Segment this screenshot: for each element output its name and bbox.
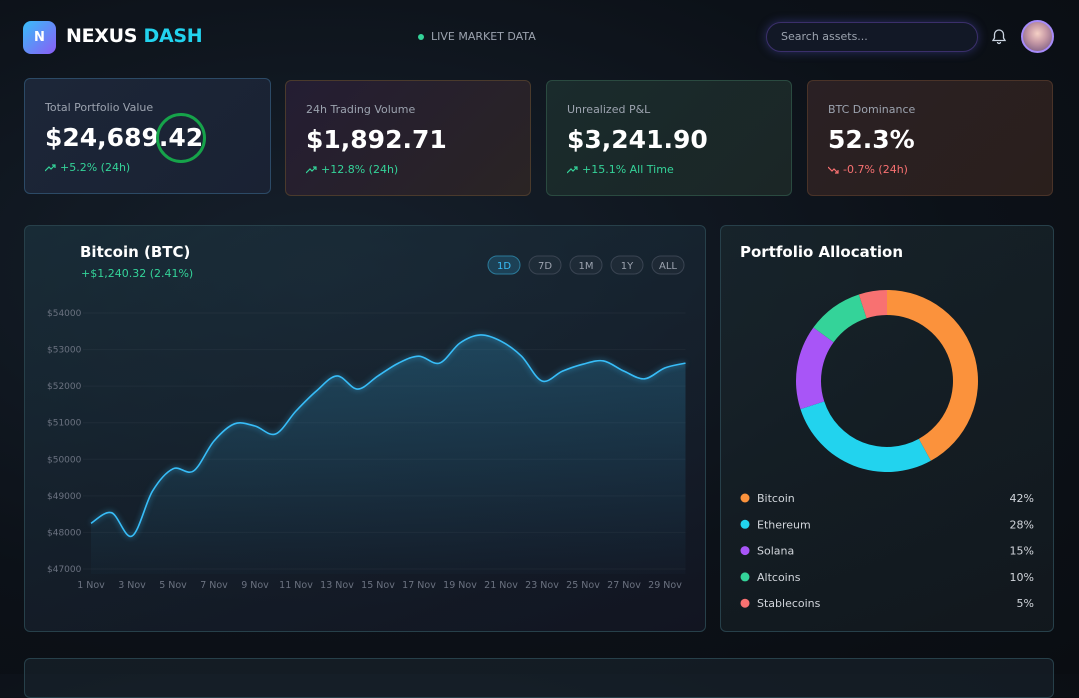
x-tick-label: 1 Nov [77,580,105,591]
allocation-panel: Portfolio Allocation Bitcoin 42% Ethereum 2… [720,225,1054,632]
legend-label: Solana [757,545,794,558]
x-tick-label: 19 Nov [443,580,477,591]
stat-card: BTC Dominance 52.3% -0.7% (24h) [807,80,1053,196]
donut-segment [858,290,887,319]
y-tick-label: $53000 [47,346,82,356]
trend-icon [45,163,56,171]
legend-label: Stablecoins [757,597,821,610]
x-tick-label: 23 Nov [525,580,559,591]
donut-segment [887,290,978,461]
x-tick-label: 25 Nov [566,580,600,591]
legend-dot [740,519,750,529]
stat-label: Unrealized P&L [567,103,651,116]
stat-card: Total Portfolio Value $24,689.42 +5.2% (… [24,78,271,194]
stat-change-text: +12.8% (24h) [321,163,399,176]
brand-accent: DASH [143,25,203,47]
legend-label: Bitcoin [757,492,795,505]
stat-value: 52.3% [828,125,915,154]
legend-label: Altcoins [757,571,801,584]
x-tick-label: 29 Nov [648,580,682,591]
legend-dot [740,572,750,582]
legend-value: 42% [1010,492,1034,505]
btc-chart: Bitcoin (BTC) +$1,240.32 (2.41%) 1D 7D 1M 1… [47,243,686,591]
trend-icon [828,166,839,174]
range-button[interactable] [610,255,644,275]
notification-bell[interactable] [991,28,1007,45]
legend-value: 5% [1017,597,1034,610]
legend-value: 28% [1010,518,1034,531]
legend-value: 10% [1010,571,1034,584]
brand-name: NEXUS [66,25,138,47]
avatar[interactable] [1021,20,1054,53]
logo: N [23,21,56,54]
range-button-label: 1D [497,261,511,272]
y-tick-label: $49000 [47,492,82,502]
legend-dot [740,598,750,608]
x-tick-label: 9 Nov [241,580,269,591]
donut-segment [813,294,867,343]
x-tick-label: 17 Nov [402,580,436,591]
range-button[interactable] [487,255,521,275]
x-tick-label: 15 Nov [361,580,395,591]
legend-value: 15% [1010,545,1034,558]
x-tick-label: 7 Nov [200,580,228,591]
status: LIVE MARKET DATA [418,30,536,43]
price-line [90,334,686,538]
stat-change: -0.7% (24h) [828,163,908,176]
search-input[interactable]: Search assets... [766,22,978,52]
range-button-label: 1M [579,261,594,272]
trend-icon [567,165,578,173]
donut-segment [796,327,834,410]
stat-value: $3,241.90 [567,125,708,154]
range-button[interactable] [569,255,603,275]
stat-change: +5.2% (24h) [45,161,130,174]
legend-dot [740,493,750,503]
stat-change-text: -0.7% (24h) [843,163,908,176]
y-tick-label: $47000 [47,565,82,575]
x-tick-label: 13 Nov [320,580,354,591]
x-tick-label: 21 Nov [484,580,518,591]
stat-change: +12.8% (24h) [306,163,398,176]
allocation-chart: Portfolio Allocation Bitcoin 42% Ethereum 2… [740,243,1034,610]
y-tick-label: $52000 [47,382,82,392]
legend-label: Ethereum [757,518,811,531]
stat-card: Unrealized P&L $3,241.90 +15.1% All Time [546,80,792,196]
allocation-title: Portfolio Allocation [740,243,903,261]
x-tick-label: 27 Nov [607,580,641,591]
x-tick-label: 5 Nov [159,580,187,591]
range-button-label: 1Y [621,261,634,272]
price-area [91,334,686,574]
brand: NEXUS DASH [66,25,203,47]
stat-change-text: +5.2% (24h) [60,161,131,174]
donut-segment [800,401,931,472]
stat-change-text: +15.1% All Time [582,163,674,176]
y-tick-label: $51000 [47,419,82,429]
range-button-label: 7D [538,261,552,272]
stat-label: Total Portfolio Value [45,101,154,114]
status-dot [418,33,424,40]
stat-label: 24h Trading Volume [306,103,416,116]
range-button-label: ALL [659,261,677,272]
status-text: LIVE MARKET DATA [431,30,536,43]
range-button[interactable] [651,255,685,275]
chart-subtitle: +$1,240.32 (2.41%) [81,267,193,280]
trend-icon [306,165,317,173]
btc-chart-panel: Bitcoin (BTC) +$1,240.32 (2.41%) 1D 7D 1M 1… [24,225,706,632]
chart-title: Bitcoin (BTC) [80,243,190,261]
stat-label: BTC Dominance [828,103,916,116]
stat-value: $1,892.71 [306,125,447,154]
click-indicator [156,113,206,163]
x-tick-label: 3 Nov [118,580,146,591]
y-tick-label: $50000 [47,455,82,465]
y-tick-label: $54000 [47,309,82,319]
x-tick-label: 11 Nov [279,580,313,591]
stat-card: 24h Trading Volume $1,892.71 +12.8% (24h… [285,80,531,196]
stat-change: +15.1% All Time [567,163,674,176]
y-tick-label: $48000 [47,528,82,538]
bottom-panel [24,658,1054,698]
range-button[interactable] [528,255,562,275]
legend-dot [740,546,750,556]
